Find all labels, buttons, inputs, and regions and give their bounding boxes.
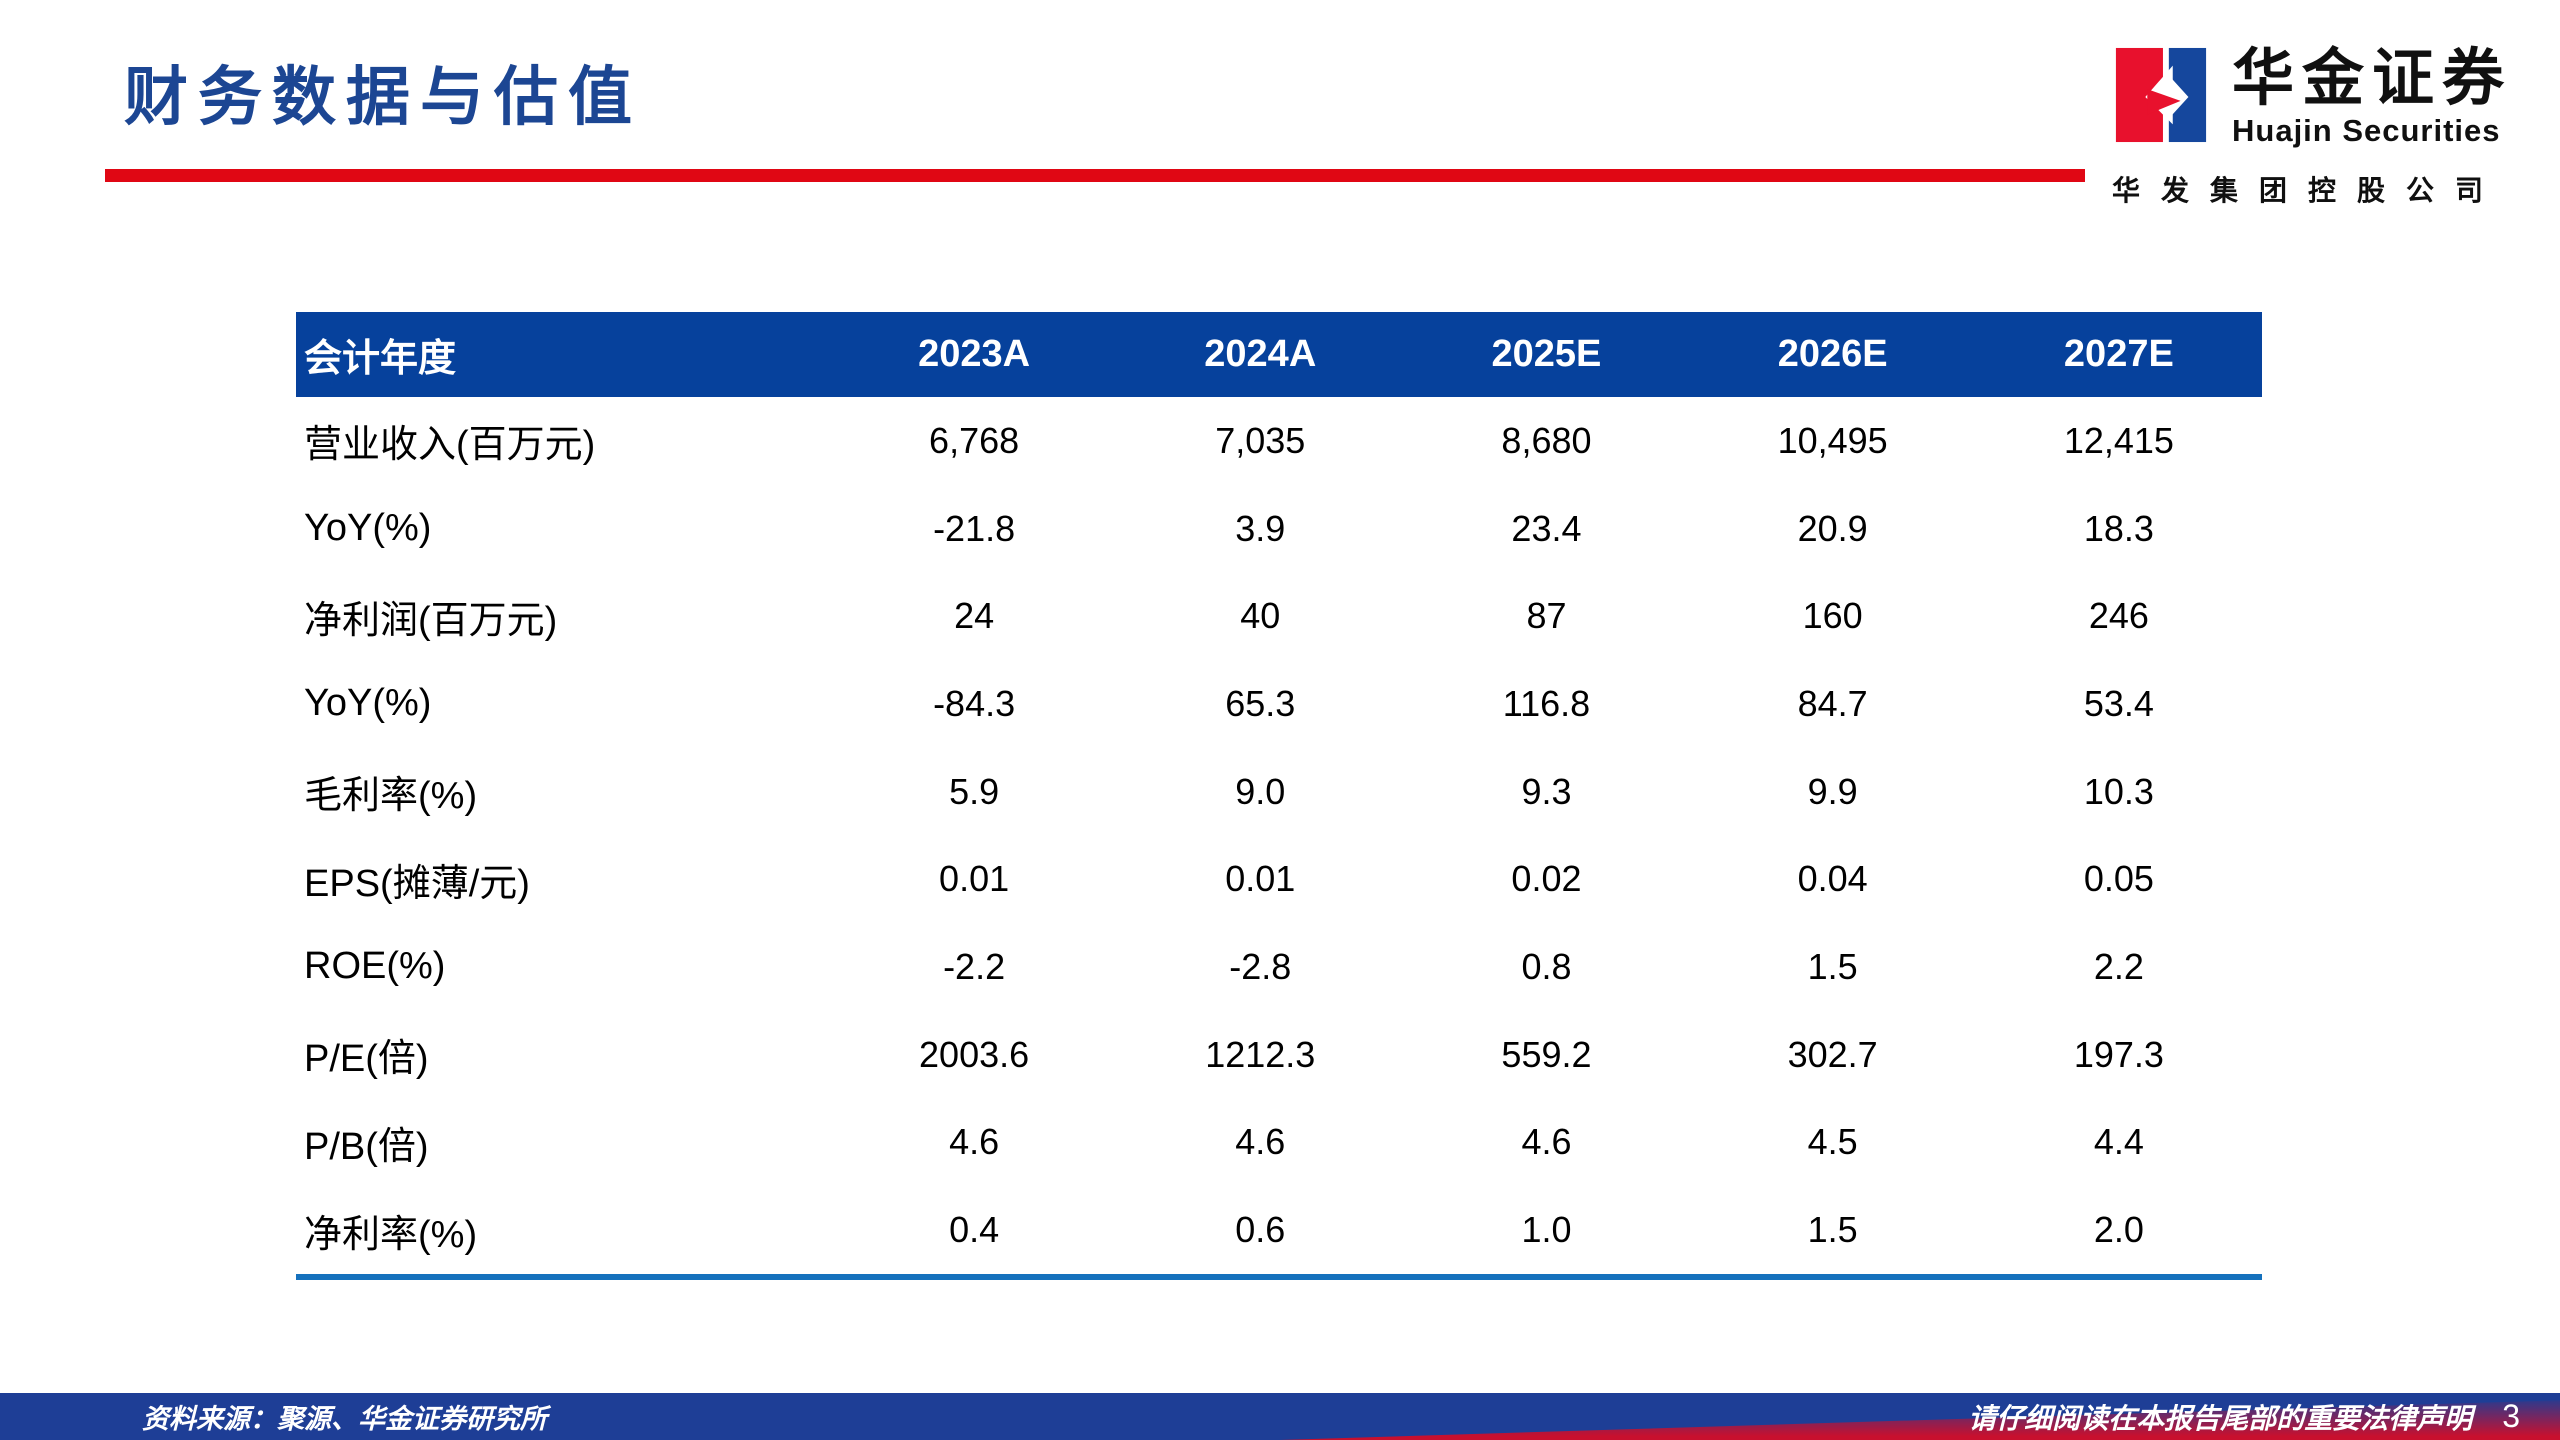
huajin-logo-mark-icon <box>2115 47 2207 143</box>
table-row-label: ROE(%) <box>304 945 446 988</box>
table-cell: 160 <box>1802 595 1863 637</box>
table-cell: 3.9 <box>1235 507 1286 549</box>
table-cell: 4.5 <box>1807 1121 1858 1163</box>
table-cell: 0.05 <box>2083 858 2154 900</box>
table-row: 净利润(百万元) 24 40 87 160 246 <box>296 572 2262 660</box>
logo-name-cn: 华金证券 <box>2232 44 2513 113</box>
table-cell: 10,495 <box>1777 419 1888 461</box>
table-cell: 0.01 <box>1225 858 1296 900</box>
table-cell: 20.9 <box>1797 507 1868 549</box>
table-header-year-label: 会计年度 <box>296 312 831 397</box>
table-cell: 2.0 <box>2093 1209 2144 1251</box>
table-row-label: P/E(倍) <box>304 1038 429 1081</box>
table-cell: 2.2 <box>2093 945 2144 987</box>
table-header-cell: 2027E <box>1975 312 2262 397</box>
table-cell: 10.3 <box>2083 770 2154 812</box>
table-cell: 4.6 <box>1521 1121 1572 1163</box>
table-cell: 1.0 <box>1521 1209 1572 1251</box>
table-header-cell: 2024A <box>1117 312 1404 397</box>
table-cell: 87 <box>1526 595 1567 637</box>
table-cell: -84.3 <box>933 682 1016 724</box>
table-cell: 9.3 <box>1521 770 1572 812</box>
table-row: P/B(倍) 4.6 4.6 4.6 4.5 4.4 <box>296 1099 2262 1187</box>
table-cell: -2.2 <box>943 945 1006 987</box>
table-cell: 53.4 <box>2083 682 2154 724</box>
footer-bar: 资料来源：聚源、华金证券研究所 请仔细阅读在本报告尾部的重要法律声明 3 <box>0 1393 2560 1440</box>
table-cell: 0.8 <box>1521 945 1572 987</box>
table-cell: 1.5 <box>1807 1209 1858 1251</box>
table-row-label: EPS(摊薄/元) <box>304 862 530 905</box>
table-row: ROE(%) -2.2 -2.8 0.8 1.5 2.2 <box>296 923 2262 1011</box>
table-cell: 5.9 <box>949 770 1000 812</box>
table-cell: 0.6 <box>1235 1209 1286 1251</box>
table-cell: 2003.6 <box>919 1033 1030 1075</box>
table-cell: -21.8 <box>933 507 1016 549</box>
table-cell: 1.5 <box>1807 945 1858 987</box>
table-cell: 23.4 <box>1511 507 1582 549</box>
table-row-label: YoY(%) <box>304 682 432 725</box>
table-cell: 40 <box>1240 595 1281 637</box>
table-cell: 84.7 <box>1797 682 1868 724</box>
table-body: 营业收入(百万元) 6,768 7,035 8,680 10,495 12,415 YoY(… <box>296 397 2262 1274</box>
table-row-label: 毛利率(%) <box>304 775 478 818</box>
huajin-logo: 华金证券 Huajin Securities 华发集团控股公司 <box>2112 46 2516 209</box>
title-underline-rule <box>105 169 2085 182</box>
table-cell: 65.3 <box>1225 682 1296 724</box>
table-cell: 559.2 <box>1501 1033 1592 1075</box>
financial-table: 会计年度 2023A 2024A 2025E 2026E 2027E 营业收入(百万元) 6… <box>296 312 2262 1274</box>
table-cell: 302.7 <box>1787 1033 1878 1075</box>
page-title: 财务数据与估值 <box>124 61 642 133</box>
table-cell: 6,768 <box>929 419 1020 461</box>
table-cell: 0.04 <box>1797 858 1868 900</box>
table-cell: 8,680 <box>1501 419 1592 461</box>
table-cell: 12,415 <box>2063 419 2174 461</box>
financial-table-wrap: 会计年度 2023A 2024A 2025E 2026E 2027E 营业收入(百万元) 6… <box>296 312 2262 1280</box>
table-cell: 9.0 <box>1235 770 1286 812</box>
table-row: 净利率(%) 0.4 0.6 1.0 1.5 2.0 <box>296 1186 2262 1274</box>
table-cell: 4.6 <box>949 1121 1000 1163</box>
table-row: YoY(%) -21.8 3.9 23.4 20.9 18.3 <box>296 485 2262 573</box>
table-row-label: P/B(倍) <box>304 1125 429 1168</box>
table-cell: 246 <box>2088 595 2149 637</box>
table-row: EPS(摊薄/元) 0.01 0.01 0.02 0.04 0.05 <box>296 835 2262 923</box>
table-row: YoY(%) -84.3 65.3 116.8 84.7 53.4 <box>296 660 2262 748</box>
table-cell: 4.6 <box>1235 1121 1286 1163</box>
logo-name-en: Huajin Securities <box>2232 113 2501 149</box>
table-cell: 7,035 <box>1215 419 1306 461</box>
table-cell: 197.3 <box>2073 1033 2164 1075</box>
table-cell: 0.01 <box>939 858 1010 900</box>
footer-disclaimer: 请仔细阅读在本报告尾部的重要法律声明 <box>1968 1402 2473 1434</box>
logo-parent-company: 华发集团控股公司 <box>2112 175 2505 207</box>
table-row-label: 净利润(百万元) <box>304 599 558 642</box>
table-cell: 4.4 <box>2093 1121 2144 1163</box>
table-row: P/E(倍) 2003.6 1212.3 559.2 302.7 197.3 <box>296 1011 2262 1099</box>
table-row: 毛利率(%) 5.9 9.0 9.3 9.9 10.3 <box>296 748 2262 836</box>
table-header-cell: 2026E <box>1689 312 1976 397</box>
table-cell: 18.3 <box>2083 507 2154 549</box>
table-cell: 0.4 <box>949 1209 1000 1251</box>
table-cell: 9.9 <box>1807 770 1858 812</box>
table-row-label: 营业收入(百万元) <box>304 424 596 467</box>
table-row: 营业收入(百万元) 6,768 7,035 8,680 10,495 12,415 <box>296 397 2262 485</box>
table-cell: -2.8 <box>1229 945 1292 987</box>
table-header-cell: 2023A <box>831 312 1118 397</box>
table-cell: 0.02 <box>1511 858 1582 900</box>
table-row-label: YoY(%) <box>304 507 432 550</box>
table-header-cell: 2025E <box>1403 312 1690 397</box>
table-header-row: 会计年度 2023A 2024A 2025E 2026E 2027E <box>296 312 2262 397</box>
table-cell: 1212.3 <box>1205 1033 1316 1075</box>
table-cell: 24 <box>954 595 995 637</box>
table-row-label: 净利率(%) <box>304 1213 478 1256</box>
page-number: 3 <box>2502 1398 2520 1434</box>
footer-source: 资料来源：聚源、华金证券研究所 <box>142 1404 547 1434</box>
table-cell: 116.8 <box>1502 682 1591 724</box>
